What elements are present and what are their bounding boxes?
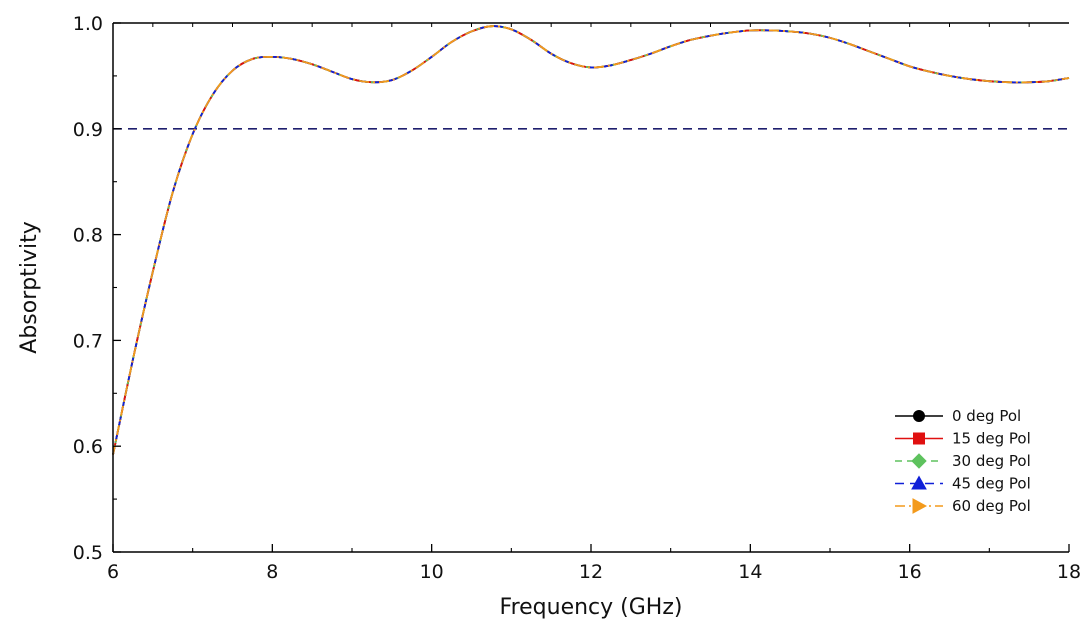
legend-marker [911,475,927,490]
legend-label: 60 deg Pol [952,497,1031,515]
series-line-4 [112,25,1070,455]
legend-marker [913,432,925,445]
y-tick-label: 1.0 [73,13,103,35]
legend-label: 0 deg Pol [952,407,1021,425]
x-axis-label: Frequency (GHz) [500,595,683,620]
x-tick-label: 18 [1057,561,1081,583]
series-line-1 [112,25,1070,455]
y-tick-label: 0.6 [73,436,103,458]
series-line-5 [112,25,1070,455]
axes-layer [112,22,1069,553]
series-line-2 [112,25,1070,455]
x-tick-label: 14 [738,561,762,583]
y-tick-label: 0.9 [73,119,103,141]
series-line-3 [112,25,1070,455]
series-layer [112,25,1070,455]
legend-label: 15 deg Pol [952,430,1031,448]
x-tick-label: 8 [266,561,278,583]
ticks-layer: 6 8 10 12 14 16 18 0.5 0.6 0.7 0.8 0.9 1.0 [73,13,1081,583]
legend-marker [911,453,927,469]
legend-label: 30 deg Pol [952,452,1031,470]
legend-marker [913,410,925,422]
x-tick-label: 10 [420,561,444,583]
legend-marker [912,498,928,514]
y-axis-label: Absorptivity [17,221,42,353]
x-tick-label: 6 [107,561,119,583]
y-tick-label: 0.5 [73,542,103,564]
x-tick-label: 12 [579,561,603,583]
x-tick-label: 16 [898,561,922,583]
y-tick-label: 0.8 [73,225,103,247]
legend: 0 deg Pol 15 deg Pol 30 deg Pol 45 deg Pol 6… [895,407,1031,515]
legend-label: 45 deg Pol [952,475,1031,493]
y-tick-label: 0.7 [73,330,103,352]
